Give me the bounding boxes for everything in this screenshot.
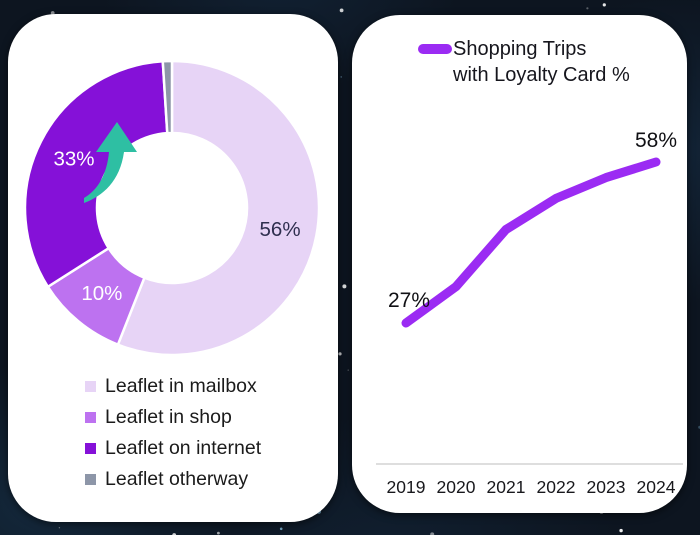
legend-item: Leaflet on internet (85, 433, 261, 464)
legend-label: Leaflet on internet (105, 437, 262, 459)
donut-segment-1 (116, 59, 321, 357)
x-tick-label: 2019 (387, 477, 426, 497)
line-chart-card: Shopping Trips with Loyalty Card % 2019 2… (352, 15, 687, 513)
donut-value-label: 56% (260, 218, 301, 241)
legend-swatch-icon (85, 381, 96, 392)
star-dot (586, 7, 589, 10)
donut-value-label: 33% (53, 147, 94, 170)
star-dot (340, 76, 343, 78)
line-chart-title: Shopping Trips with Loyalty Card % (453, 36, 630, 88)
legend-label: Leaflet in shop (105, 406, 232, 428)
star-dot (50, 11, 55, 15)
line-chart-title-line1: Shopping Trips (453, 38, 587, 60)
x-tick-label: 2022 (537, 477, 576, 497)
star-dot (430, 532, 435, 535)
star-dot (338, 352, 342, 356)
star-dot (619, 528, 623, 533)
line-chart-legend: Shopping Trips with Loyalty Card % (418, 36, 630, 88)
x-tick-label: 2021 (487, 477, 526, 497)
donut-legend: Leaflet in mailbox Leaflet in shop Leaflet… (85, 371, 261, 495)
x-tick-label: 2020 (437, 477, 476, 497)
legend-item: Leaflet otherway (85, 464, 261, 495)
first-point-label: 27% (388, 289, 430, 312)
star-dot (279, 527, 283, 531)
loyalty-trend-line (401, 157, 661, 328)
line-chart-title-line2: with Loyalty Card % (453, 64, 630, 86)
legend-swatch-icon (85, 443, 96, 454)
star-dot (339, 8, 344, 13)
loyalty-card-line-chart: 2019 2020 2021 2022 2023 2024 27% 58% (376, 129, 683, 497)
star-dot (347, 369, 349, 371)
star-dot (217, 531, 220, 535)
last-point-label: 58% (635, 129, 677, 152)
legend-swatch-icon (85, 474, 96, 485)
donut-segment-4 (161, 59, 174, 135)
x-tick-label: 2023 (587, 477, 626, 497)
leaflet-donut-chart: 56% 10% 33% (23, 59, 321, 357)
legend-label: Leaflet otherway (105, 468, 249, 490)
donut-segment-3 (23, 59, 169, 289)
legend-item: Leaflet in shop (85, 402, 261, 433)
donut-value-label: 10% (81, 282, 122, 305)
legend-label: Leaflet in mailbox (105, 375, 257, 397)
star-dot (342, 284, 347, 289)
star-dot (58, 527, 61, 529)
line-series-marker-icon (418, 44, 452, 54)
legend-item: Leaflet in mailbox (85, 371, 261, 402)
donut-chart-card: 56% 10% 33% Leaflet in mailbox Leaflet in s… (8, 14, 338, 522)
x-tick-label: 2024 (637, 477, 676, 497)
growth-arrow-icon (84, 122, 137, 203)
legend-swatch-icon (85, 412, 96, 423)
star-dot (602, 3, 606, 7)
